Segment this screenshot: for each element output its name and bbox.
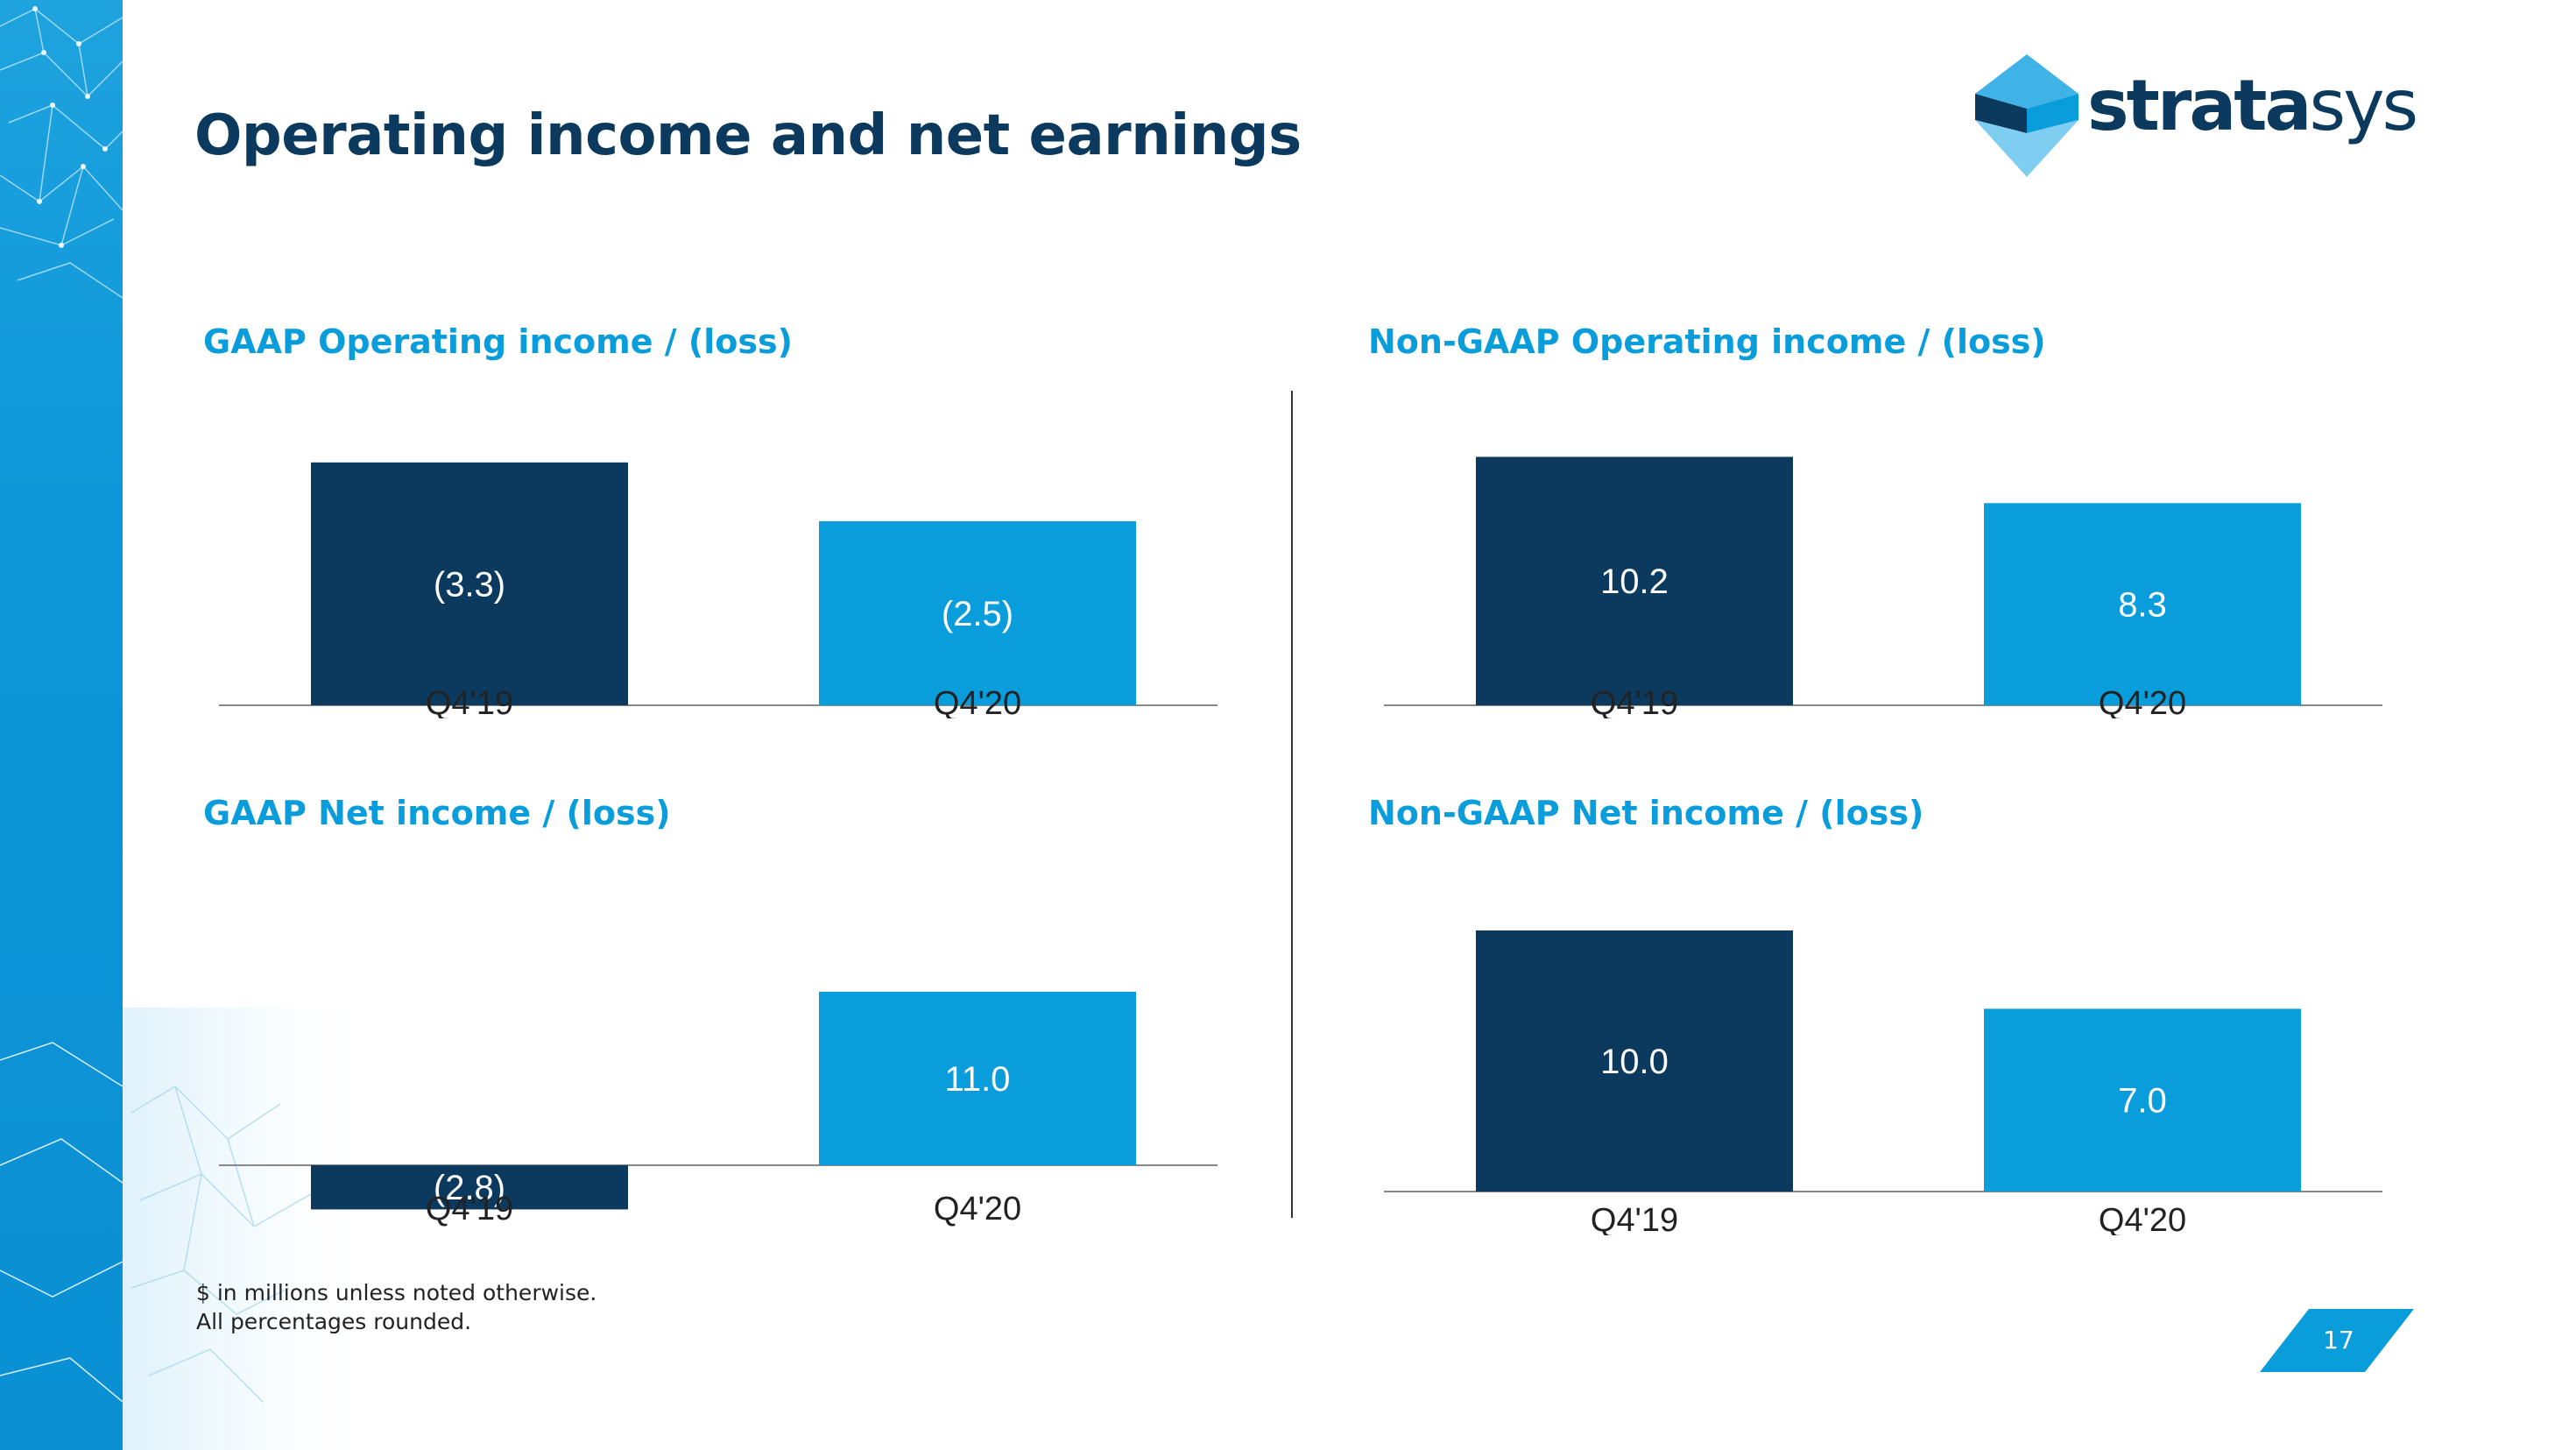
stratasys-logo: stratasys bbox=[1975, 51, 2431, 182]
chart-gaap-operating-income: (3.3) Q4'19 (2.5) Q4'20 bbox=[219, 462, 1217, 718]
ngaap-op-bar-0 bbox=[1476, 456, 1793, 705]
ngaap-op-category-label-1: Q4'20 bbox=[2099, 685, 2186, 718]
gaap-op-category-label-0: Q4'19 bbox=[426, 685, 513, 718]
chart-non-gaap-operating-income: 10.2 Q4'19 8.3 Q4'20 bbox=[1384, 456, 2382, 718]
ngaap-op-data-label-0: 10.2 bbox=[1600, 562, 1669, 601]
gaap-net-category-label-0: Q4'19 bbox=[426, 1191, 513, 1227]
gaap-op-bar-0 bbox=[311, 462, 628, 705]
decorative-network-corner bbox=[0, 1008, 368, 1450]
ngaap-net-data-label-1: 7.0 bbox=[2118, 1082, 2167, 1121]
page-title: Operating income and net earnings bbox=[194, 103, 1302, 168]
gaap-op-data-label-1: (2.5) bbox=[942, 595, 1013, 633]
chart-title-gaap-operating-income: GAAP Operating income / (loss) bbox=[203, 322, 793, 361]
logo-text-bold: strata bbox=[2087, 65, 2312, 146]
ngaap-net-bar-0 bbox=[1476, 930, 1793, 1192]
gaap-op-data-label-0: (3.3) bbox=[434, 565, 505, 604]
gaap-net-data-label-1: 11.0 bbox=[945, 1060, 1011, 1099]
ngaap-op-category-label-0: Q4'19 bbox=[1591, 685, 1678, 718]
chart-title-non-gaap-net-income: Non-GAAP Net income / (loss) bbox=[1368, 794, 1924, 832]
gaap-net-data-label-0: (2.8) bbox=[434, 1169, 505, 1207]
gaap-net-bar-0 bbox=[311, 1165, 628, 1210]
ngaap-net-bar-1 bbox=[1984, 1008, 2301, 1192]
logo-text-light: sys bbox=[2309, 65, 2419, 146]
vertical-divider bbox=[1291, 391, 1293, 1218]
ngaap-op-data-label-1: 8.3 bbox=[2118, 586, 2167, 625]
gaap-net-bar-1 bbox=[819, 992, 1136, 1165]
ngaap-op-bar-1 bbox=[1984, 503, 2301, 705]
gaap-op-bar-1 bbox=[819, 521, 1136, 705]
gaap-net-category-label-1: Q4'20 bbox=[934, 1191, 1021, 1227]
chart-title-non-gaap-operating-income: Non-GAAP Operating income / (loss) bbox=[1368, 322, 2046, 361]
ngaap-net-data-label-0: 10.0 bbox=[1600, 1043, 1669, 1081]
ngaap-net-category-label-1: Q4'20 bbox=[2099, 1202, 2186, 1235]
page-number-badge bbox=[2260, 1309, 2414, 1372]
footnote-rounding: All percentages rounded. bbox=[196, 1309, 472, 1334]
chart-title-gaap-net-income: GAAP Net income / (loss) bbox=[203, 794, 671, 832]
chart-non-gaap-net-income: 10.0 Q4'19 7.0 Q4'20 bbox=[1384, 930, 2382, 1235]
page-number: 17 bbox=[2323, 1326, 2354, 1355]
decorative-network-band bbox=[0, 0, 123, 1450]
gaap-op-category-label-1: Q4'20 bbox=[934, 685, 1021, 718]
chart-gaap-net-income: (2.8)Q4'19 11.0 Q4'20 bbox=[219, 992, 1217, 1227]
ngaap-net-category-label-0: Q4'19 bbox=[1591, 1202, 1678, 1235]
footnote-units: $ in millions unless noted otherwise. bbox=[196, 1280, 597, 1305]
stratasys-logo-icon bbox=[1975, 54, 2078, 177]
